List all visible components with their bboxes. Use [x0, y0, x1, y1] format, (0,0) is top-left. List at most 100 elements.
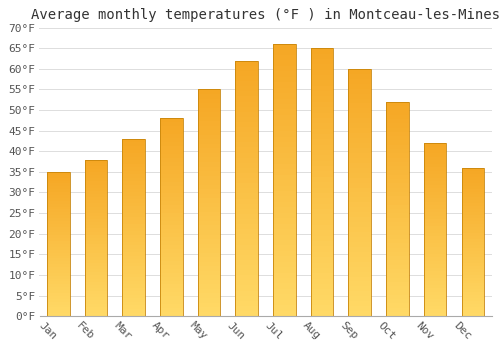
- Bar: [198, 126, 220, 130]
- Bar: [311, 214, 334, 220]
- Bar: [386, 235, 409, 239]
- Bar: [198, 262, 220, 266]
- Bar: [311, 107, 334, 113]
- Bar: [122, 164, 145, 167]
- Bar: [122, 249, 145, 252]
- Bar: [386, 102, 409, 106]
- Bar: [348, 89, 371, 93]
- Bar: [84, 269, 108, 272]
- Bar: [462, 304, 484, 307]
- Bar: [236, 214, 258, 219]
- Bar: [160, 253, 182, 257]
- Bar: [386, 278, 409, 282]
- Bar: [348, 242, 371, 247]
- Bar: [198, 194, 220, 198]
- Bar: [160, 197, 182, 201]
- Bar: [47, 175, 70, 178]
- Bar: [160, 130, 182, 134]
- Bar: [160, 249, 182, 253]
- Bar: [84, 206, 108, 210]
- Bar: [47, 258, 70, 261]
- Bar: [47, 293, 70, 296]
- Bar: [198, 216, 220, 221]
- Bar: [84, 307, 108, 310]
- Bar: [462, 248, 484, 251]
- Bar: [348, 163, 371, 168]
- Bar: [386, 196, 409, 201]
- Bar: [122, 181, 145, 185]
- Bar: [122, 274, 145, 277]
- Bar: [424, 230, 446, 233]
- Bar: [122, 256, 145, 259]
- Bar: [273, 245, 295, 251]
- Bar: [198, 289, 220, 293]
- Bar: [424, 198, 446, 202]
- Bar: [122, 228, 145, 231]
- Bar: [386, 256, 409, 260]
- Bar: [386, 201, 409, 205]
- Bar: [122, 142, 145, 146]
- Bar: [84, 260, 108, 263]
- Bar: [84, 300, 108, 303]
- Bar: [47, 250, 70, 253]
- Bar: [348, 193, 371, 197]
- Bar: [273, 44, 295, 316]
- Bar: [160, 146, 182, 150]
- Bar: [424, 164, 446, 167]
- Bar: [122, 252, 145, 256]
- Bar: [386, 123, 409, 127]
- Bar: [198, 212, 220, 216]
- Bar: [462, 206, 484, 209]
- Bar: [311, 80, 334, 86]
- Bar: [84, 191, 108, 194]
- Bar: [348, 113, 371, 118]
- Bar: [236, 71, 258, 76]
- Bar: [311, 59, 334, 64]
- Bar: [84, 253, 108, 257]
- Bar: [236, 194, 258, 198]
- Bar: [273, 218, 295, 224]
- Bar: [311, 97, 334, 102]
- Bar: [311, 172, 334, 177]
- Bar: [47, 183, 70, 186]
- Bar: [273, 180, 295, 186]
- Bar: [47, 304, 70, 307]
- Bar: [462, 278, 484, 280]
- Bar: [462, 212, 484, 215]
- Bar: [160, 261, 182, 265]
- Bar: [236, 245, 258, 250]
- Bar: [386, 127, 409, 132]
- Bar: [47, 279, 70, 281]
- Bar: [84, 250, 108, 253]
- Bar: [122, 185, 145, 189]
- Bar: [160, 285, 182, 288]
- Bar: [424, 153, 446, 157]
- Bar: [273, 300, 295, 305]
- Bar: [462, 168, 484, 171]
- Bar: [348, 69, 371, 74]
- Bar: [160, 186, 182, 189]
- Bar: [122, 313, 145, 316]
- Bar: [311, 166, 334, 172]
- Bar: [311, 209, 334, 214]
- Bar: [462, 269, 484, 272]
- Bar: [198, 234, 220, 239]
- Bar: [122, 299, 145, 302]
- Bar: [311, 128, 334, 134]
- Bar: [160, 225, 182, 229]
- Bar: [311, 113, 334, 118]
- Bar: [122, 171, 145, 174]
- Bar: [386, 192, 409, 196]
- Bar: [348, 148, 371, 153]
- Bar: [47, 218, 70, 221]
- Bar: [424, 243, 446, 247]
- Bar: [47, 230, 70, 232]
- Bar: [348, 69, 371, 316]
- Bar: [348, 276, 371, 281]
- Bar: [160, 217, 182, 221]
- Bar: [84, 225, 108, 229]
- Bar: [273, 169, 295, 175]
- Bar: [348, 118, 371, 123]
- Bar: [47, 181, 70, 183]
- Bar: [386, 209, 409, 213]
